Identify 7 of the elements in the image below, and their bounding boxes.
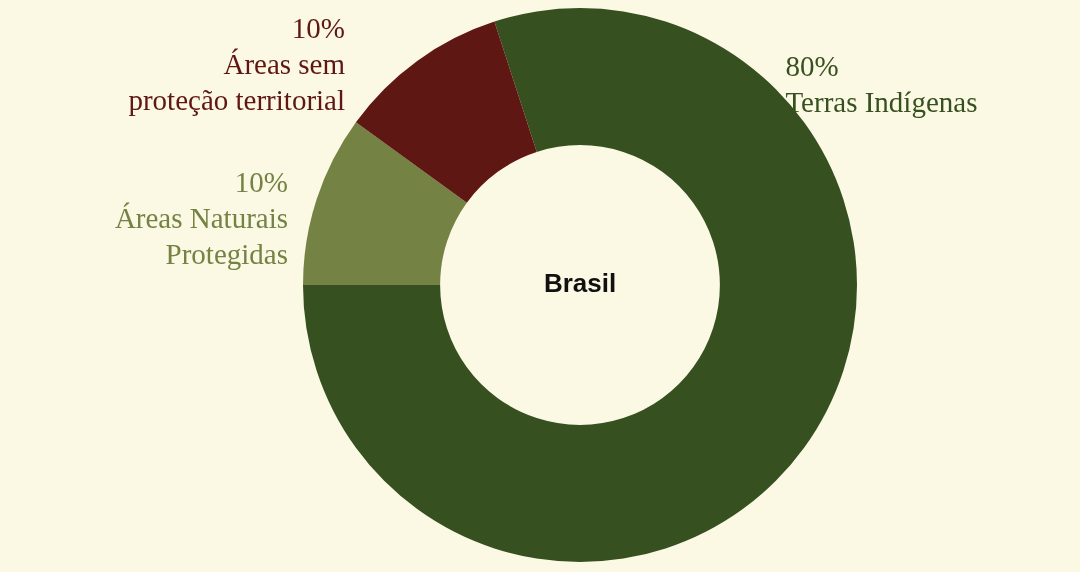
slice-label: Áreas sem proteção territorial xyxy=(128,48,346,117)
text: Brasil xyxy=(543,268,617,299)
data-label: 10% xyxy=(291,12,346,45)
data-label: 80% xyxy=(785,50,839,83)
data-label: 10% xyxy=(234,165,289,198)
slice-label: Áreas Naturais Protegidas xyxy=(114,201,289,270)
slice-label: Terras Indígenas xyxy=(785,86,978,119)
